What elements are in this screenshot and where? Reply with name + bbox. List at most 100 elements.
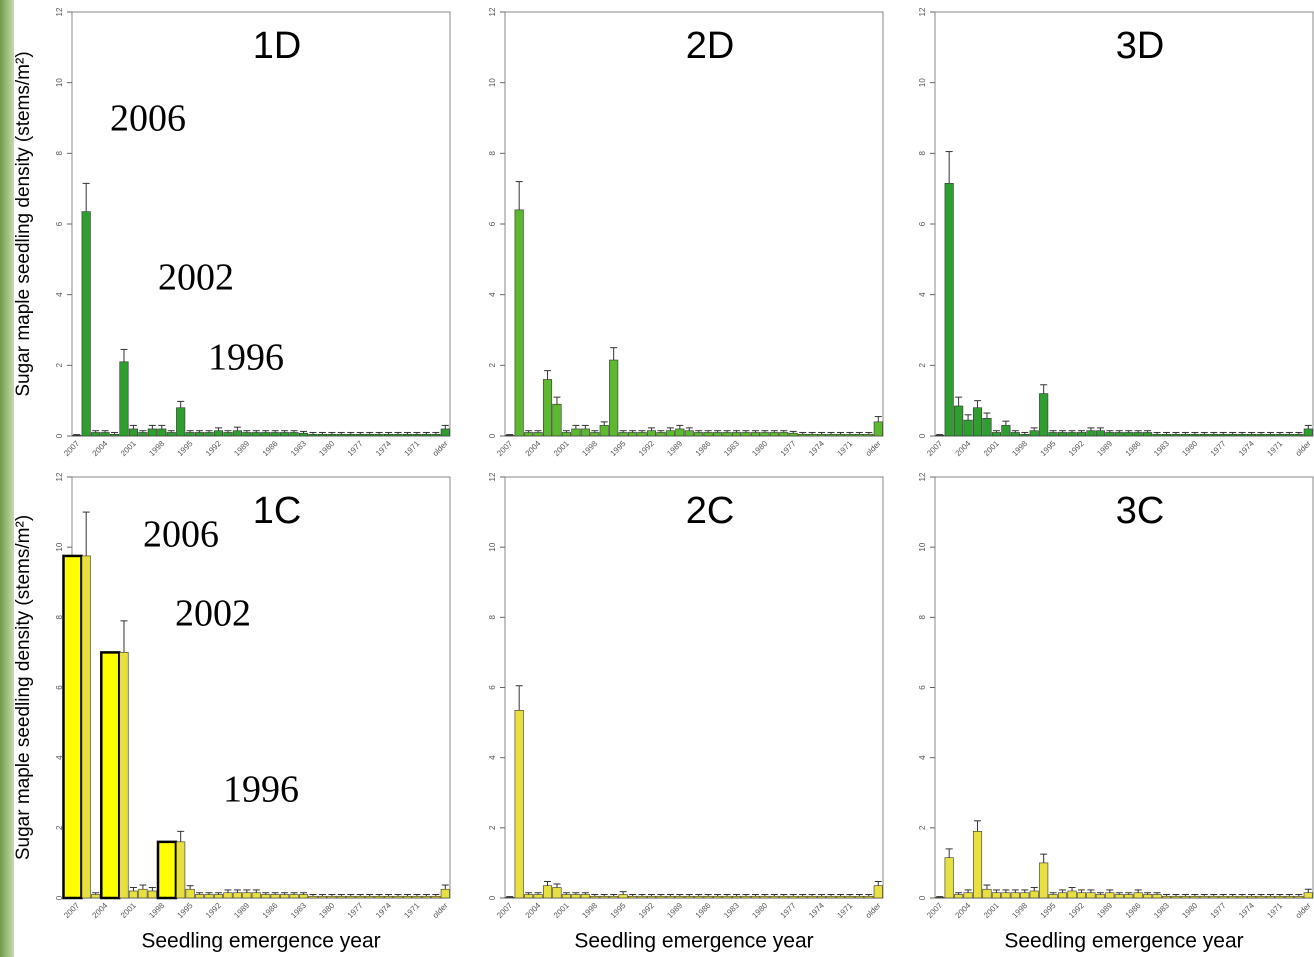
error-bar <box>1144 892 1152 895</box>
error-bar <box>525 430 533 433</box>
bar <box>261 432 271 437</box>
error-bar <box>441 424 449 429</box>
error-bar <box>243 889 251 893</box>
bar <box>1029 890 1039 899</box>
x-tick-label: 2004 <box>524 439 543 458</box>
bar <box>421 895 431 899</box>
bar <box>731 432 742 437</box>
bar <box>119 652 129 899</box>
error-bar <box>629 430 637 433</box>
bar <box>289 894 299 899</box>
error-bar <box>1191 431 1199 435</box>
bar <box>750 432 760 437</box>
error-bar <box>1030 427 1038 431</box>
bar <box>384 433 394 437</box>
x-tick-label: 2001 <box>982 439 1001 458</box>
error-bar <box>1068 886 1076 891</box>
bar <box>656 432 666 437</box>
bar <box>1001 425 1011 437</box>
x-axis-label: Seedling emergence year <box>574 930 813 953</box>
error-bar <box>1030 886 1038 891</box>
x-tick-label: 1977 <box>779 439 798 458</box>
bar <box>317 433 327 437</box>
bar <box>1180 895 1190 899</box>
x-tick-label: 2007 <box>925 439 944 458</box>
bar <box>675 428 685 437</box>
bar <box>1039 862 1049 899</box>
bar <box>1048 432 1058 437</box>
y-tick-label: 0 <box>488 895 497 900</box>
x-tick-label: 1971 <box>1265 439 1284 458</box>
bar <box>1209 895 1219 899</box>
bar <box>298 894 309 899</box>
x-tick-label: 1974 <box>807 439 826 458</box>
error-bar <box>1276 893 1284 897</box>
error-bar <box>865 893 873 897</box>
error-bar <box>394 431 402 435</box>
bar <box>561 894 571 899</box>
bar <box>963 419 973 437</box>
bar <box>128 428 138 437</box>
x-tick-label: 1995 <box>1039 901 1058 920</box>
bar <box>1265 433 1276 437</box>
bar <box>355 433 365 437</box>
bar <box>590 432 600 437</box>
error-bar <box>328 893 336 897</box>
bar <box>1256 895 1266 899</box>
error-bar <box>1172 431 1180 435</box>
x-tick-label: 1983 <box>722 901 741 920</box>
bar <box>935 434 945 437</box>
bar <box>1294 895 1304 899</box>
error-bar <box>290 892 298 895</box>
error-bar <box>422 893 430 897</box>
error-bar <box>262 892 270 895</box>
bar <box>1303 428 1313 437</box>
error-bar <box>945 848 953 858</box>
error-bar <box>723 893 731 897</box>
x-tick-label: 1989 <box>665 439 684 458</box>
error-bar <box>1125 430 1133 433</box>
x-tick-label: 2001 <box>552 439 571 458</box>
x-tick-label: 1971 <box>402 901 421 920</box>
error-bar <box>799 431 807 435</box>
x-tick-label: 1998 <box>1010 439 1029 458</box>
error-bar <box>836 893 844 897</box>
bar <box>100 432 110 437</box>
bar <box>609 359 619 437</box>
x-tick-label: 1977 <box>346 439 365 458</box>
bar <box>609 895 619 899</box>
bar <box>261 894 271 899</box>
bar <box>845 895 855 899</box>
y-tick-label: 2 <box>488 825 497 830</box>
bar <box>954 894 964 899</box>
annotation: 2002 <box>158 257 234 299</box>
x-tick-label: 1971 <box>402 439 421 458</box>
x-tick-label: 2007 <box>925 901 944 920</box>
error-bar <box>73 434 81 436</box>
bar <box>944 857 954 899</box>
error-bar <box>1210 431 1218 435</box>
bar <box>327 895 337 899</box>
y-tick-label: 2 <box>55 363 64 368</box>
error-bar <box>591 430 599 433</box>
x-tick-label: 1995 <box>176 901 195 920</box>
error-bar <box>695 893 703 897</box>
y-tick-label: 12 <box>918 7 927 16</box>
bar <box>1218 895 1228 899</box>
error-bar <box>1219 893 1227 897</box>
x-tick-label: 1992 <box>1067 439 1086 458</box>
bar <box>954 405 964 437</box>
error-bar <box>1011 430 1019 433</box>
bar <box>1058 432 1068 437</box>
x-tick-label: 1974 <box>374 439 393 458</box>
bar <box>336 433 346 437</box>
x-tick-label: 1986 <box>261 901 280 920</box>
x-tick-label: 1995 <box>609 439 628 458</box>
error-bar <box>214 427 222 431</box>
bar <box>807 895 817 899</box>
bar <box>1058 892 1068 899</box>
bar <box>1114 894 1124 899</box>
error-bar <box>992 430 1000 433</box>
error-bar <box>366 893 374 897</box>
y-tick-label: 10 <box>918 78 927 87</box>
